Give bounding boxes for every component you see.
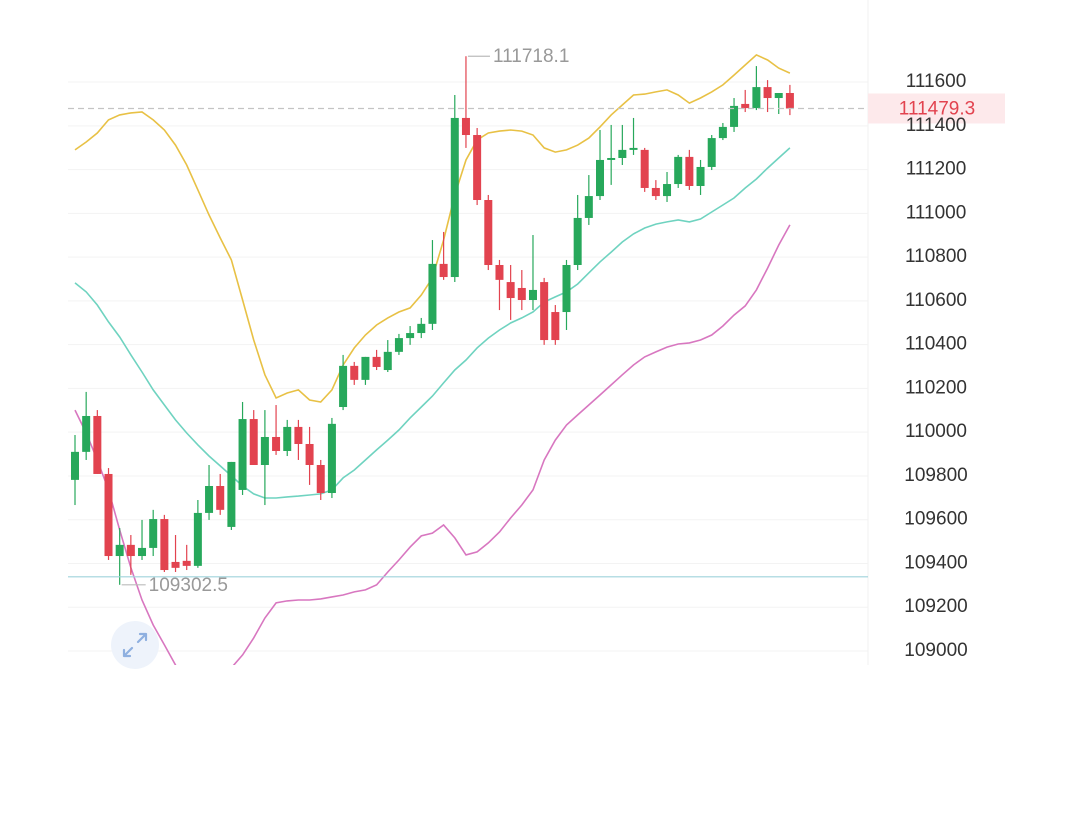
- candle-body: [473, 135, 482, 201]
- candle-body: [785, 92, 794, 109]
- y-tick-label: 110600: [905, 290, 967, 311]
- candle-body: [551, 312, 560, 341]
- candle-body: [674, 156, 683, 185]
- candle-body: [126, 544, 135, 557]
- low-label: 109302.5: [149, 575, 228, 596]
- band-line: [74, 224, 791, 665]
- y-axis: 109000 109200 109400 109600 109800 110000 1102…: [904, 71, 967, 661]
- candle-body: [361, 356, 370, 380]
- candle-body: [171, 561, 180, 568]
- candle-body: [562, 264, 571, 313]
- y-tick-label: 110400: [905, 334, 967, 355]
- y-tick-label: 109400: [904, 552, 967, 573]
- expand-button-bg[interactable]: [111, 621, 159, 669]
- last-price-label: 111479.3: [899, 98, 975, 119]
- candle-body: [584, 196, 593, 218]
- candle-body: [428, 263, 437, 324]
- candle-body: [294, 426, 303, 444]
- candle-body: [528, 289, 537, 301]
- candle-body: [484, 200, 493, 265]
- candle-body: [93, 415, 102, 474]
- candle-body: [439, 263, 448, 278]
- candle-body: [394, 338, 403, 352]
- y-tick-label: 110800: [905, 246, 967, 267]
- candle-body: [350, 365, 359, 380]
- candle-body: [249, 419, 258, 465]
- candle-body: [160, 519, 169, 571]
- candle-body: [506, 282, 515, 299]
- y-tick-label: 110000: [905, 421, 967, 442]
- candle-body: [417, 323, 426, 334]
- candle-body: [741, 103, 750, 109]
- candle-body: [115, 544, 124, 557]
- candle-body: [596, 159, 605, 197]
- y-tick-label: 110200: [905, 377, 967, 398]
- candle-body: [339, 365, 348, 408]
- candle-body: [696, 166, 705, 186]
- candle-body: [149, 519, 158, 548]
- candle-body: [461, 117, 470, 136]
- candle-body: [193, 512, 202, 566]
- candle-body: [540, 282, 549, 341]
- candle-body: [372, 356, 381, 367]
- y-tick-label: 111400: [906, 115, 967, 136]
- candle-body: [205, 486, 214, 513]
- candles: [71, 56, 794, 585]
- candle-body: [607, 157, 616, 160]
- expand-icon[interactable]: [122, 632, 148, 658]
- candle-body: [406, 333, 415, 339]
- candle-body: [752, 87, 761, 109]
- y-tick-label: 109600: [904, 509, 967, 530]
- candle-body: [182, 560, 191, 566]
- candle-body: [383, 351, 392, 371]
- candle-body: [663, 184, 672, 197]
- candle-body: [227, 461, 236, 527]
- expand-button[interactable]: [111, 621, 159, 669]
- candle-body: [216, 486, 225, 510]
- high-label: 111718.1: [493, 46, 569, 67]
- candle-body: [71, 451, 79, 480]
- candle-body: [82, 415, 91, 452]
- y-tick-label: 111000: [906, 202, 967, 223]
- candle-body: [763, 87, 772, 99]
- candle-body: [238, 419, 247, 490]
- last-price-tag: [868, 93, 1005, 124]
- candle-body: [573, 217, 582, 265]
- candle-body: [685, 156, 694, 186]
- candle-body: [707, 138, 716, 167]
- y-tick-label: 111600: [906, 71, 967, 92]
- candle-body: [138, 547, 147, 557]
- candle-body: [629, 147, 638, 150]
- candle-body: [305, 443, 314, 465]
- candle-body: [327, 423, 336, 494]
- candle-body: [495, 264, 504, 280]
- candle-body: [718, 126, 727, 139]
- y-tick-label: 111200: [906, 159, 967, 180]
- y-tick-label: 109000: [904, 640, 967, 661]
- candle-body: [104, 473, 113, 557]
- band-line: [74, 147, 791, 499]
- overlay: 111718.1 109302.5 111479.3: [68, 46, 1005, 596]
- candle-body: [618, 149, 627, 158]
- y-tick-label: 109200: [904, 596, 967, 617]
- candle-body: [517, 287, 526, 301]
- candle-body: [651, 187, 660, 197]
- candle-body: [272, 436, 281, 451]
- candle-body: [730, 105, 739, 127]
- candle-body: [450, 117, 459, 278]
- candle-body: [316, 464, 325, 494]
- candle-body: [640, 149, 649, 188]
- candle-body: [283, 426, 292, 451]
- candle-body: [260, 436, 269, 465]
- candle-body: [774, 92, 783, 99]
- y-tick-label: 109800: [904, 465, 967, 486]
